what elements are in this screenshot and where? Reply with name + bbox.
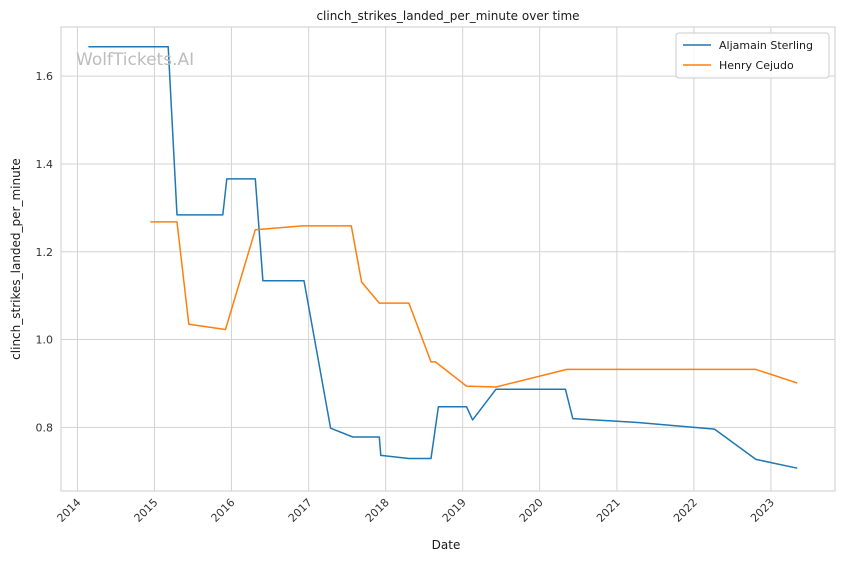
y-axis-ticks: 0.8 1.0 1.2 1.4 1.6 xyxy=(36,70,54,434)
chart-title: clinch_strikes_landed_per_minute over ti… xyxy=(316,9,579,23)
legend-label: Aljamain Sterling xyxy=(719,39,813,52)
x-tick-label: 2020 xyxy=(517,496,546,525)
x-tick-label: 2014 xyxy=(55,496,84,525)
legend: Aljamain Sterling Henry Cejudo xyxy=(675,32,830,79)
x-tick-label: 2016 xyxy=(209,496,238,525)
plot-area xyxy=(60,26,836,492)
y-tick-label: 1.4 xyxy=(36,158,54,171)
series-line-aljamain-sterling xyxy=(88,46,798,469)
x-tick-label: 2023 xyxy=(748,496,777,525)
y-tick-label: 0.8 xyxy=(36,421,54,434)
series-layer xyxy=(88,46,798,469)
x-tick-label: 2017 xyxy=(286,496,315,525)
y-tick-label: 1.0 xyxy=(36,334,54,347)
x-tick-label: 2019 xyxy=(440,496,469,525)
x-tick-label: 2022 xyxy=(671,496,700,525)
y-axis-label: clinch_strikes_landed_per_minute xyxy=(9,158,23,360)
x-tick-label: 2018 xyxy=(363,496,392,525)
x-axis-label: Date xyxy=(432,538,461,552)
legend-box xyxy=(675,32,830,79)
series-line-henry-cejudo xyxy=(150,221,798,388)
legend-label: Henry Cejudo xyxy=(719,59,794,72)
grid xyxy=(61,27,835,491)
y-tick-label: 1.6 xyxy=(36,70,54,83)
x-tick-label: 2015 xyxy=(132,496,161,525)
x-tick-label: 2021 xyxy=(594,496,623,525)
y-tick-label: 1.2 xyxy=(36,246,54,259)
watermark: WolfTickets.AI xyxy=(76,50,194,70)
x-axis-ticks: 2014 2015 2016 2017 2018 2019 2020 2021 2022 2023 xyxy=(55,496,777,525)
